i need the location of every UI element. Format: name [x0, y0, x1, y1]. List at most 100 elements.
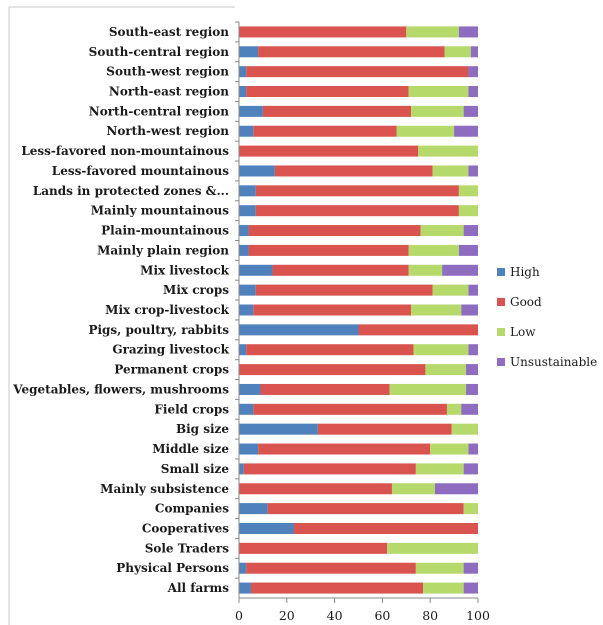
- category-label: South-central region: [89, 45, 230, 59]
- legend-swatch-low: [497, 328, 505, 336]
- category-label: Lands in protected zones &...: [33, 184, 229, 198]
- bar-segment-good: [239, 145, 419, 157]
- bar-segment-good: [248, 244, 409, 256]
- bar-segment-high: [239, 46, 259, 58]
- bar-segment-high: [239, 463, 244, 475]
- bar-segment-low: [430, 443, 469, 455]
- category-label: Pigs, poultry, rabbits: [88, 323, 229, 337]
- bar-segment-good: [246, 86, 409, 98]
- bar-segment-good: [262, 105, 412, 117]
- category-label: Field crops: [154, 402, 229, 416]
- legend-label-unsustainable: Unsustainable: [510, 355, 597, 369]
- bar-segment-good: [267, 503, 464, 515]
- x-tick-label: 80: [422, 608, 438, 623]
- category-label: Less-favored non-mountainous: [21, 144, 229, 158]
- category-label: South-east region: [109, 25, 229, 39]
- bar-segment-unsustainable: [463, 562, 478, 574]
- bar-segment-high: [239, 244, 249, 256]
- category-label: North-west region: [106, 124, 229, 138]
- bar-segment-unsustainable: [468, 443, 478, 455]
- bar-segment-good: [239, 542, 388, 554]
- bar-segment-high: [239, 86, 247, 98]
- bar-segment-high: [239, 443, 259, 455]
- bar-segment-good: [253, 304, 412, 316]
- bar-segment-high: [239, 165, 275, 177]
- bar-segment-high: [239, 562, 247, 574]
- bar-segment-unsustainable: [442, 264, 478, 276]
- bars-group: [239, 26, 478, 594]
- x-tick-label: 20: [279, 608, 295, 623]
- category-label: All farms: [167, 581, 230, 595]
- bar-segment-high: [239, 582, 251, 594]
- legend-label-good: Good: [510, 295, 542, 309]
- bar-segment-low: [415, 463, 464, 475]
- bar-segment-high: [239, 264, 273, 276]
- bar-segment-low: [432, 165, 469, 177]
- bar-segment-good: [255, 284, 433, 296]
- bar-segment-good: [255, 205, 459, 217]
- bar-segment-low: [396, 125, 455, 137]
- bar-segment-good: [246, 66, 469, 78]
- bar-segment-good: [274, 165, 433, 177]
- bar-segment-unsustainable: [461, 403, 478, 415]
- category-label: Permanent crops: [114, 363, 229, 377]
- bar-segment-unsustainable: [468, 165, 478, 177]
- bar-segment-high: [239, 205, 256, 217]
- bar-segment-unsustainable: [468, 344, 478, 356]
- bar-segment-high: [239, 225, 249, 237]
- bar-segment-good: [243, 463, 416, 475]
- bar-segment-low: [444, 46, 471, 58]
- bar-segment-low: [413, 344, 469, 356]
- x-tick-label: 40: [327, 608, 343, 623]
- x-tick-label: 60: [374, 608, 390, 623]
- bar-segment-unsustainable: [463, 582, 478, 594]
- bar-segment-good: [258, 46, 445, 58]
- bar-segment-high: [239, 304, 254, 316]
- bar-segment-low: [458, 185, 478, 197]
- legend: High Good Low Unsustainable: [497, 265, 597, 369]
- category-label: Plain-mountainous: [101, 224, 229, 238]
- bar-segment-good: [317, 423, 452, 435]
- legend-swatch-good: [497, 298, 505, 306]
- category-label: Mix livestock: [140, 263, 230, 277]
- category-label: Physical Persons: [116, 561, 229, 575]
- category-label: Small size: [161, 462, 230, 476]
- bar-segment-good: [272, 264, 409, 276]
- bar-segment-low: [406, 26, 459, 38]
- category-labels: South-east region South-central region Sou…: [12, 25, 229, 595]
- bar-segment-good: [255, 185, 459, 197]
- x-axis: 0 20 40 60 80 100: [8, 6, 490, 625]
- category-label: North-central region: [89, 104, 229, 118]
- bar-segment-low: [408, 244, 459, 256]
- bar-segment-high: [239, 105, 263, 117]
- bar-segment-high: [239, 522, 294, 534]
- bar-segment-good: [248, 225, 421, 237]
- bar-segment-unsustainable: [470, 46, 478, 58]
- bar-segment-low: [423, 582, 464, 594]
- category-label: Grazing livestock: [112, 343, 229, 357]
- category-label: Mainly plain region: [97, 243, 229, 257]
- bar-segment-good: [358, 324, 478, 336]
- bar-segment-unsustainable: [468, 66, 478, 78]
- category-label: Mainly mountainous: [91, 204, 230, 218]
- bar-segment-unsustainable: [454, 125, 478, 137]
- category-label: Big size: [176, 422, 229, 436]
- x-tick-label: 100: [466, 608, 490, 623]
- bar-segment-high: [239, 423, 318, 435]
- bar-segment-low: [451, 423, 478, 435]
- category-label: North-east region: [109, 85, 229, 99]
- bar-segment-unsustainable: [458, 26, 478, 38]
- bar-segment-unsustainable: [463, 463, 478, 475]
- category-label: Middle size: [152, 442, 229, 456]
- bar-segment-high: [239, 344, 247, 356]
- bar-segment-high: [239, 66, 247, 78]
- bar-segment-low: [408, 86, 469, 98]
- bar-segment-low: [389, 383, 467, 395]
- bar-segment-good: [293, 522, 478, 534]
- legend-swatch-unsustainable: [497, 358, 505, 366]
- bar-segment-good: [258, 443, 431, 455]
- bar-segment-good: [239, 26, 407, 38]
- bar-segment-unsustainable: [434, 483, 478, 495]
- bar-segment-unsustainable: [463, 105, 478, 117]
